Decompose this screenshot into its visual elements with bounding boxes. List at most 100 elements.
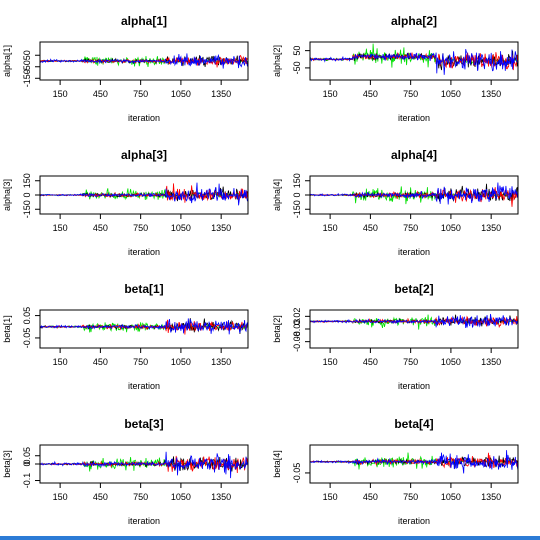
panel-3-title: alpha[3] xyxy=(121,148,167,162)
panel-7-ytick-label: 0.05 xyxy=(22,447,32,465)
panel-3-ylabel: alpha[3] xyxy=(2,179,12,211)
panel-8-xtick-label: 1350 xyxy=(481,492,501,502)
panel-3-ytick-label: 150 xyxy=(22,173,32,188)
panel-4-xtick-label: 750 xyxy=(403,223,418,233)
panel-8-traces xyxy=(310,450,518,474)
panel-4: alpha[4] 150 450 750 1050 1350 -150 0 150 iterati… xyxy=(272,148,519,257)
panel-1-ytick-label: -150 xyxy=(22,69,32,87)
panel-3-xlabel: iteration xyxy=(128,247,160,257)
panel-4-trace-blue xyxy=(310,182,518,205)
panel-1-xtick-label: 1050 xyxy=(171,89,191,99)
panel-3-traces xyxy=(40,182,248,206)
panel-5: beta[1] 150 450 750 1050 1350 -0.05 0.05 iterati… xyxy=(2,282,249,391)
panel-2-ylabel: alpha[2] xyxy=(272,45,282,77)
panel-3-xtick-label: 750 xyxy=(133,223,148,233)
panel-6-xtick-label: 750 xyxy=(403,357,418,367)
panel-6-ytick-label: 0.02 xyxy=(292,308,302,326)
panel-3-xtick-label: 150 xyxy=(53,223,68,233)
panel-1-xtick-label: 150 xyxy=(53,89,68,99)
panel-5-xtick-label: 450 xyxy=(93,357,108,367)
panel-7-xtick-label: 750 xyxy=(133,492,148,502)
panel-6-xlabel: iteration xyxy=(398,381,430,391)
panel-5-traces xyxy=(40,318,248,335)
panel-8-ytick-label: -0.05 xyxy=(292,463,302,484)
panel-6-trace-blue xyxy=(310,313,518,329)
panel-7-ylabel: beta[3] xyxy=(2,450,12,478)
panel-7-xtick-label: 450 xyxy=(93,492,108,502)
panel-3-xtick-label: 1050 xyxy=(171,223,191,233)
panel-4-ylabel: alpha[4] xyxy=(272,179,282,211)
panel-4-xtick-label: 1050 xyxy=(441,223,461,233)
panel-8-xtick-label: 150 xyxy=(323,492,338,502)
panel-5-frame xyxy=(39,309,249,349)
panel-6-xtick-label: 150 xyxy=(323,357,338,367)
panel-8-xtick-label: 450 xyxy=(363,492,378,502)
panel-1-title: alpha[1] xyxy=(121,14,167,28)
panel-5-title: beta[1] xyxy=(124,282,163,296)
window-bottom-edge xyxy=(0,536,540,540)
panel-8-xlabel: iteration xyxy=(398,516,430,526)
panel-1-ytick-label: 50 xyxy=(22,50,32,60)
panel-6-traces xyxy=(310,313,518,330)
panel-5-xtick-label: 1350 xyxy=(211,357,231,367)
panel-3: alpha[3] 150 450 750 1050 1350 -150 0 150 iterati… xyxy=(2,148,249,257)
panel-1-xtick-label: 750 xyxy=(133,89,148,99)
panel-1-xtick-label: 450 xyxy=(93,89,108,99)
panel-2-ytick-label: 50 xyxy=(292,46,302,56)
panel-7-xlabel: iteration xyxy=(128,516,160,526)
panel-4-traces xyxy=(310,182,518,207)
panel-5-xtick-label: 750 xyxy=(133,357,148,367)
panel-2-trace-blue xyxy=(310,49,518,75)
panel-6-ytick-label: -0.08 xyxy=(292,331,302,352)
panel-7-traces xyxy=(40,451,248,479)
panel-3-xtick-label: 450 xyxy=(93,223,108,233)
panel-7-ytick-label: -0.1 xyxy=(22,473,32,489)
panel-4-title: alpha[4] xyxy=(391,148,437,162)
panel-7-xtick-label: 1350 xyxy=(211,492,231,502)
panel-4-ytick-label: 150 xyxy=(292,173,302,188)
panel-5-ytick-label: 0.05 xyxy=(22,307,32,325)
panel-5-trace-blue xyxy=(40,318,248,335)
panel-1-traces xyxy=(40,53,248,69)
panel-6-ylabel: beta[2] xyxy=(272,315,282,343)
panel-7: beta[3] 150 450 750 1050 1350 -0.1 00.05 iterati… xyxy=(2,417,249,526)
panel-1-xtick-label: 1350 xyxy=(211,89,231,99)
panel-6-title: beta[2] xyxy=(394,282,433,296)
panel-5-xtick-label: 1050 xyxy=(171,357,191,367)
panel-2: alpha[2] 150 450 750 1050 1350 -50 50 iteration a… xyxy=(272,14,519,123)
panel-2-title: alpha[2] xyxy=(391,14,437,28)
panel-2-xtick-label: 450 xyxy=(363,89,378,99)
panel-3-trace-blue xyxy=(40,182,248,206)
panel-5-xtick-label: 150 xyxy=(53,357,68,367)
panel-7-xtick-label: 1050 xyxy=(171,492,191,502)
panel-1-frame xyxy=(39,41,249,81)
panel-2-frame xyxy=(309,41,519,81)
panel-1-ytick-label: -50 xyxy=(22,60,32,73)
panel-2-xtick-label: 150 xyxy=(323,89,338,99)
panel-7-ytick-label: 0 xyxy=(22,461,32,466)
panel-4-ytick-label: 0 xyxy=(292,192,302,197)
panel-8-xtick-label: 1050 xyxy=(441,492,461,502)
panel-1-trace-blue xyxy=(40,53,248,69)
panel-3-ytick-label: -150 xyxy=(22,200,32,218)
panel-2-xtick-label: 750 xyxy=(403,89,418,99)
panel-6: beta[2] 150 450 750 1050 1350 -0.08-0.030.02 it… xyxy=(272,282,519,391)
panel-4-xlabel: iteration xyxy=(398,247,430,257)
panel-8-xtick-label: 750 xyxy=(403,492,418,502)
panel-8-frame xyxy=(309,444,519,484)
panel-1-xlabel: iteration xyxy=(128,113,160,123)
panel-4-xtick-label: 150 xyxy=(323,223,338,233)
panel-5-xlabel: iteration xyxy=(128,381,160,391)
panel-2-xlabel: iteration xyxy=(398,113,430,123)
panel-7-trace-blue xyxy=(40,451,248,479)
panel-6-xtick-label: 450 xyxy=(363,357,378,367)
panel-7-xtick-label: 150 xyxy=(53,492,68,502)
panel-2-xtick-label: 1350 xyxy=(481,89,501,99)
panel-1-ylabel: alpha[1] xyxy=(2,45,12,77)
panel-5-ytick-label: -0.05 xyxy=(22,328,32,349)
panel-4-xtick-label: 450 xyxy=(363,223,378,233)
panel-3-ytick-label: 0 xyxy=(22,192,32,197)
panel-3-xtick-label: 1350 xyxy=(211,223,231,233)
panel-2-xtick-label: 1050 xyxy=(441,89,461,99)
